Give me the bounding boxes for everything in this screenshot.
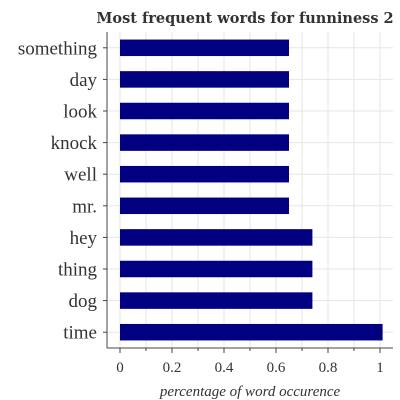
- y-tick-label: something: [18, 38, 98, 59]
- y-tick-label: day: [70, 70, 98, 91]
- y-tick-label: dog: [69, 291, 98, 312]
- y-tick-label: thing: [58, 260, 98, 281]
- bar-time: [120, 323, 383, 341]
- y-tick-label: hey: [70, 228, 98, 249]
- bar-look: [120, 102, 289, 120]
- bar-knock: [120, 134, 289, 151]
- x-tick-label: 0: [116, 360, 124, 376]
- bar-well: [120, 165, 289, 183]
- bar-something: [120, 39, 289, 57]
- bars: [120, 39, 383, 341]
- x-tick-label: 0.6: [267, 360, 286, 376]
- x-axis-label: percentage of word occurence: [159, 384, 341, 400]
- bar-hey: [120, 229, 313, 246]
- bar-mr: [120, 197, 289, 215]
- x-tick-label: 0.4: [215, 360, 234, 376]
- bar-day: [120, 71, 289, 88]
- bar-dog: [120, 292, 313, 309]
- y-tick-label: look: [63, 102, 97, 123]
- y-tick-label: well: [64, 165, 97, 186]
- y-tick-label: time: [63, 323, 97, 344]
- bar-thing: [120, 260, 313, 278]
- y-tick-label: mr.: [72, 196, 97, 217]
- x-tick-label: 0.8: [319, 360, 338, 376]
- chart-title: Most frequent words for funniness 2: [96, 10, 393, 27]
- y-tick-labels: time dog thing hey mr. well knock look day someth…: [18, 38, 107, 344]
- x-tick-labels: 0 0.2 0.4 0.6 0.8 1: [116, 348, 384, 376]
- x-tick-label: 0.2: [163, 360, 182, 376]
- y-tick-label: knock: [51, 133, 98, 154]
- x-tick-label: 1: [376, 360, 384, 376]
